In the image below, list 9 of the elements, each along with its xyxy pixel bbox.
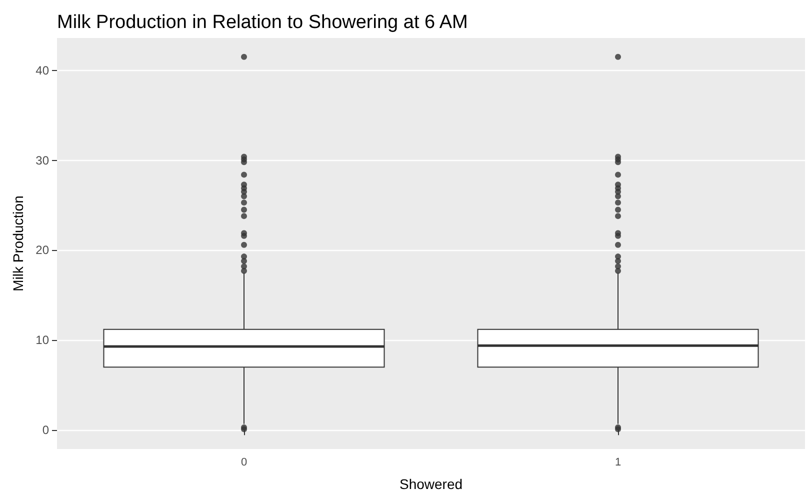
x-axis-title: Showered: [399, 476, 463, 492]
y-tick-label: 20: [36, 243, 50, 258]
x-tick-label: 1: [614, 456, 622, 468]
y-tick-label: 0: [42, 423, 50, 438]
y-axis-title: Milk Production: [10, 196, 26, 292]
y-tick-label: 40: [36, 63, 50, 78]
y-tick-label: 30: [36, 153, 50, 168]
chart-title: Milk Production in Relation to Showering at 6 AM: [57, 12, 468, 33]
y-tick-label: 10: [36, 333, 50, 348]
